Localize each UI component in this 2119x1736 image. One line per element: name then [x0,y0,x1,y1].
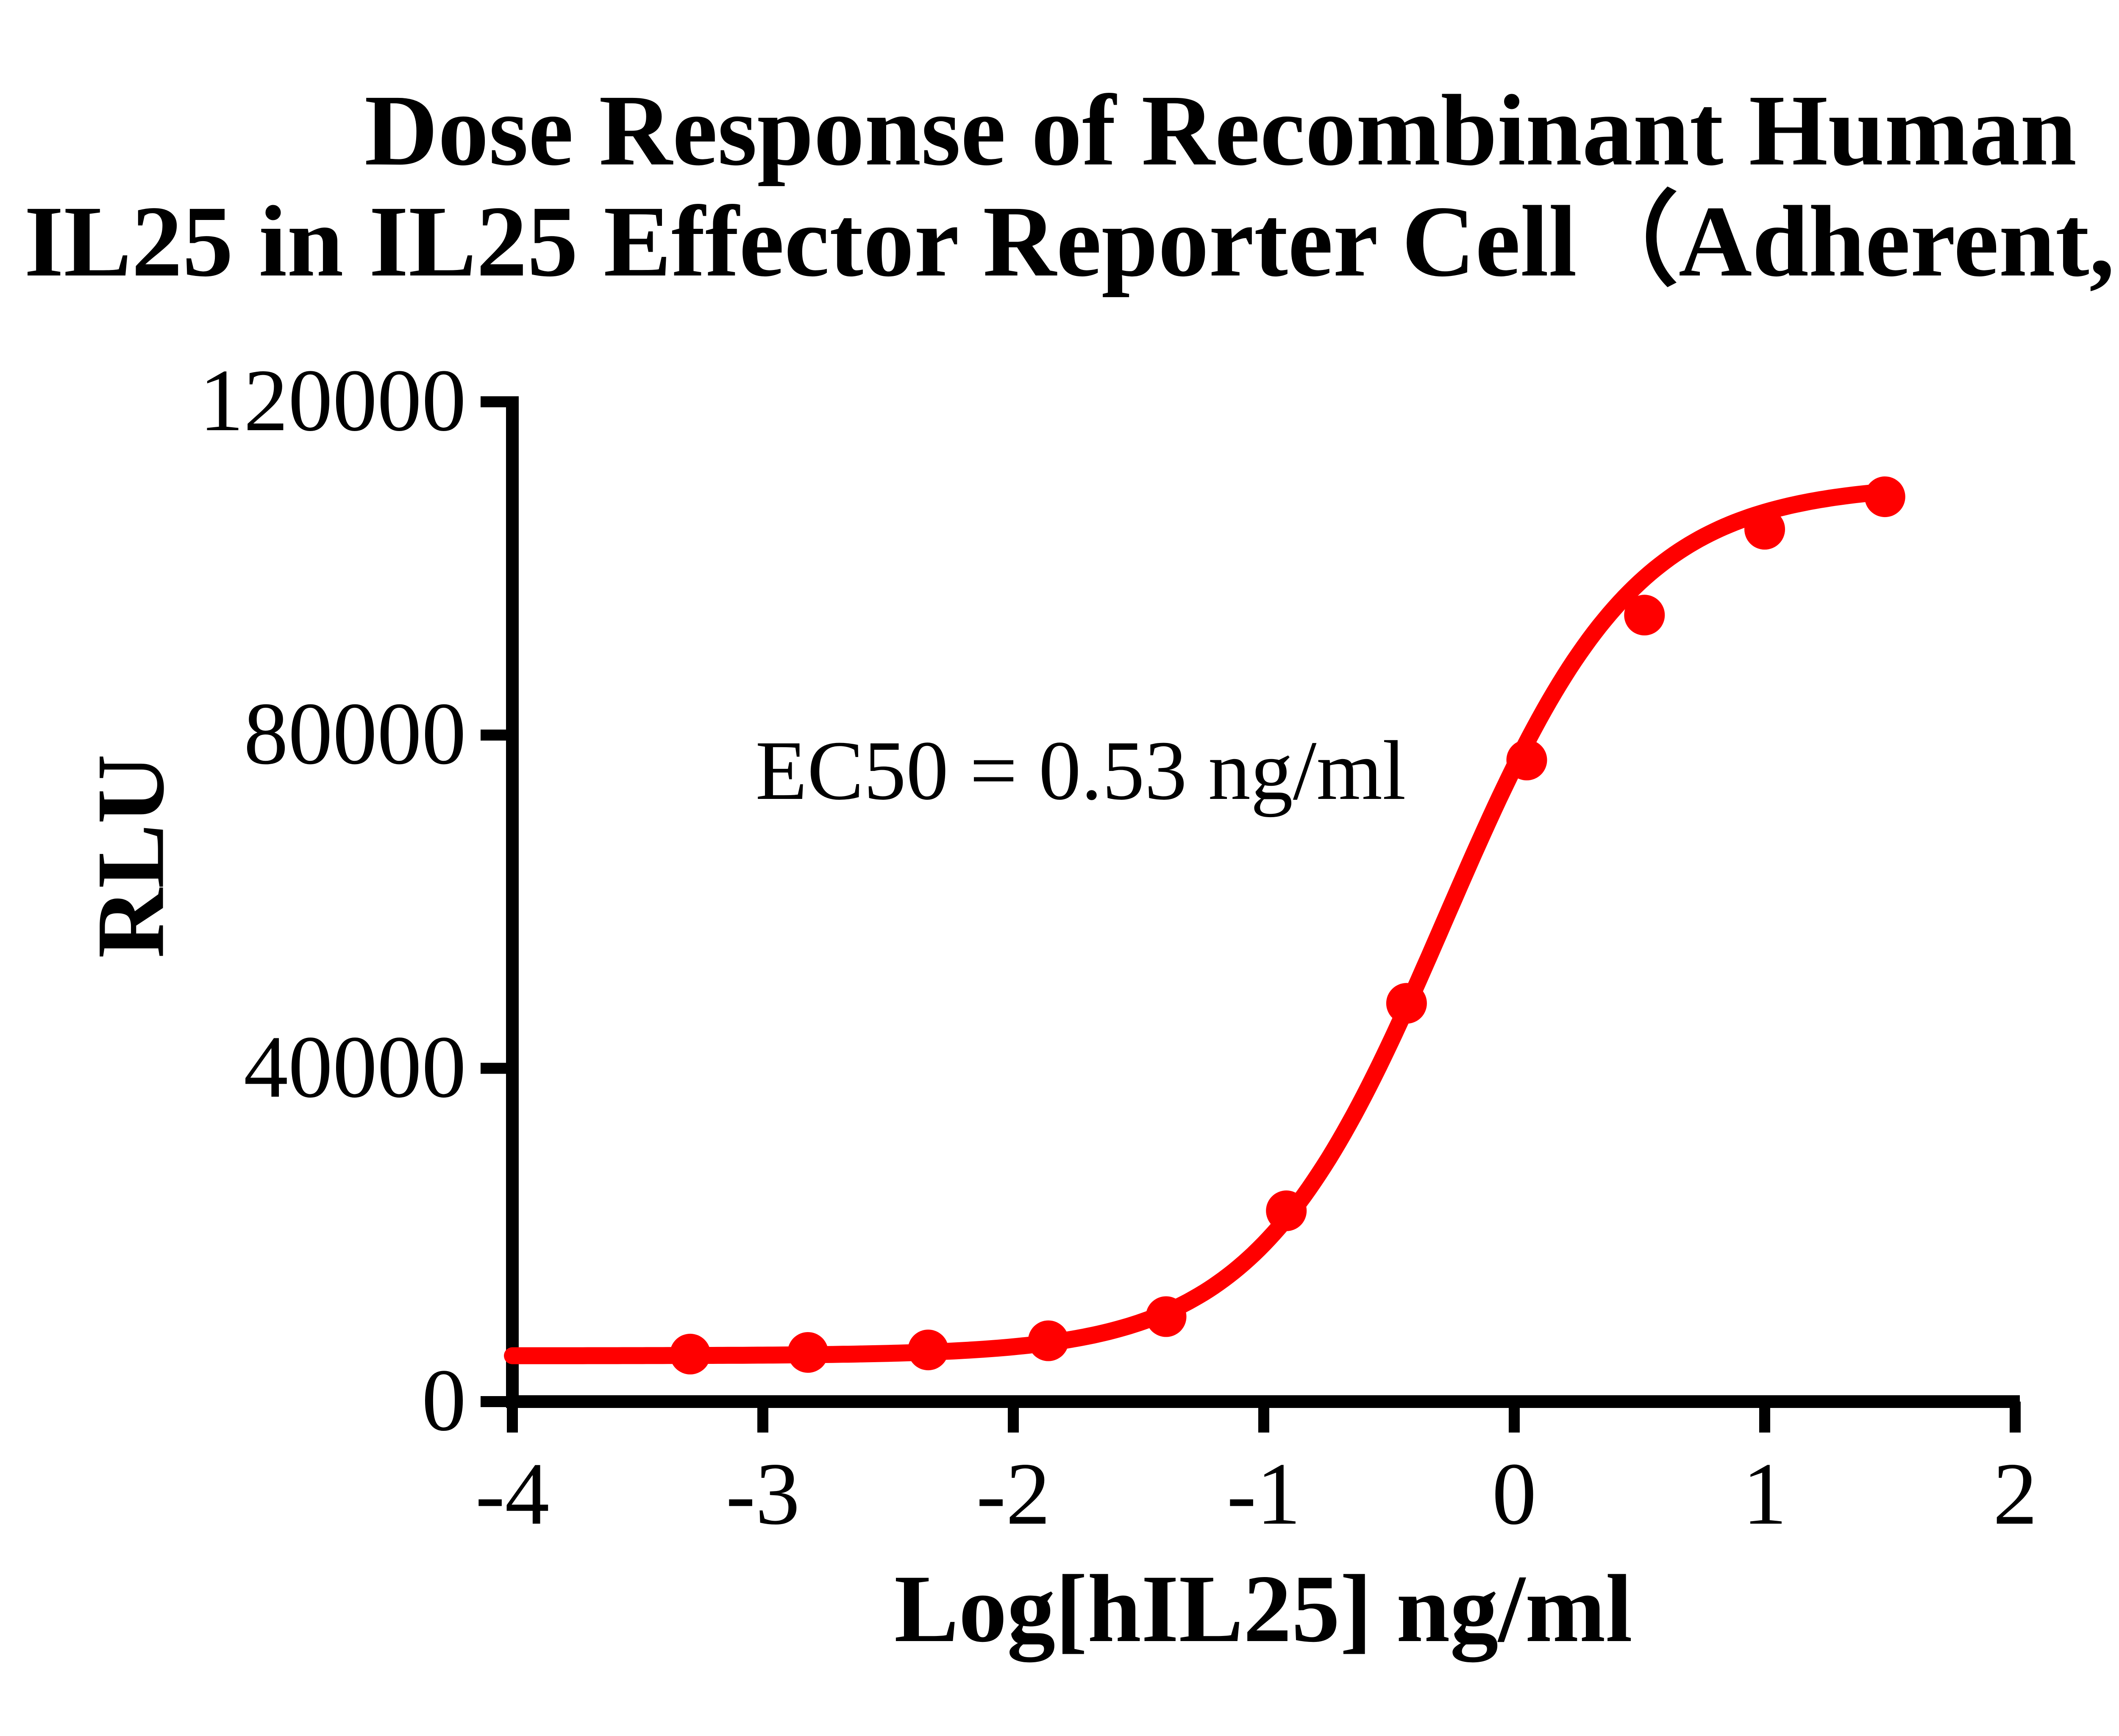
x-tick-label: 1 [1743,1445,1787,1543]
data-point [670,1333,711,1374]
y-axis-label: RLU [78,754,184,958]
chart-title-line2: IL25 in IL25 Effector Reporter Cell（Adhe… [24,185,2119,298]
fit-curve [504,483,1894,1364]
data-points-group [670,476,1905,1374]
ec50-annotation: EC50 = 0.53 ng/ml [755,724,1406,818]
data-point [908,1330,949,1371]
y-tick-label: 80000 [244,684,466,783]
y-tick-label: 120000 [199,351,466,450]
y-tick-label: 0 [422,1351,466,1449]
x-tick-label: -2 [976,1445,1051,1543]
data-point [1028,1320,1069,1361]
data-point [1506,740,1547,781]
chart-title-line1: Dose Response of Recombinant Human [364,74,2077,186]
data-point [1744,509,1785,550]
x-tick-label: -3 [726,1445,800,1543]
x-tick-labels: -4 -3 -2 -1 0 1 2 [476,1445,2038,1543]
data-point [787,1332,829,1373]
data-point [1864,476,1905,517]
x-axis-ticks [507,1402,2021,1433]
x-tick-label: 0 [1492,1445,1537,1543]
data-point [1624,595,1665,636]
y-axis-ticks [481,396,512,1407]
x-tick-label: -4 [476,1445,550,1543]
y-tick-labels: 0 40000 80000 120000 [199,351,466,1449]
data-point [1266,1190,1307,1231]
data-point [1146,1296,1187,1337]
data-point [1386,983,1427,1024]
x-tick-label: 2 [1993,1445,2038,1543]
x-tick-label: -1 [1227,1445,1301,1543]
x-axis-label: Log[hIL25] ng/ml [894,1555,1632,1663]
y-tick-label: 40000 [244,1018,466,1116]
